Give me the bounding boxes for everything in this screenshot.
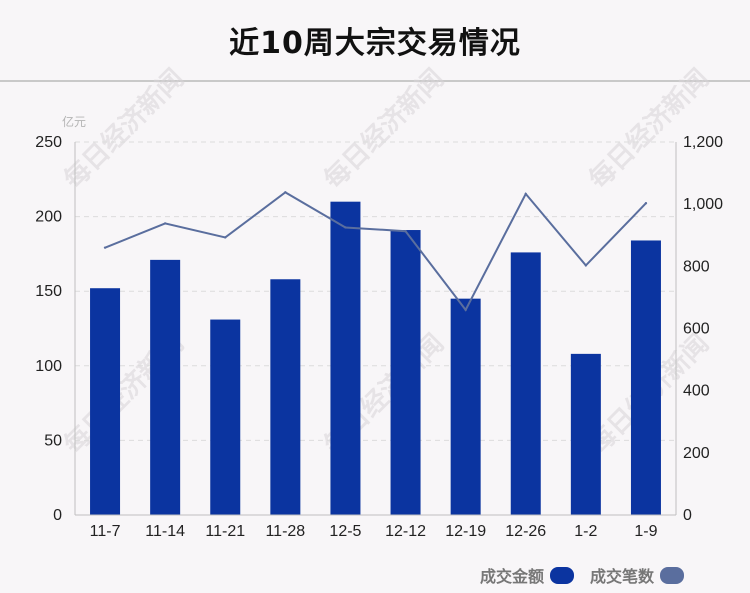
bar-12-26 (510, 252, 541, 515)
bar-11-14 (150, 259, 181, 515)
x-tick-label: 12-19 (445, 523, 486, 540)
count-point-12-5 (344, 226, 347, 229)
x-tick-label: 11-28 (265, 523, 305, 540)
y-left-tick-label: 0 (53, 507, 62, 524)
x-tick-label: 11-21 (205, 523, 245, 540)
bar-11-28 (270, 279, 301, 515)
x-tick-label: 1-9 (634, 523, 657, 540)
watermark-text: 每日经济新闻 (583, 63, 715, 195)
line-series (103, 191, 648, 312)
bar-12-12 (390, 230, 421, 515)
y-right-tick-label: 1,200 (683, 134, 723, 151)
count-line (104, 191, 647, 312)
y-right-tick-label: 0 (683, 507, 692, 524)
y-left-tick-label: 200 (35, 209, 62, 226)
bar-12-5 (330, 201, 361, 515)
count-point-11-7 (103, 246, 107, 249)
y-right-tick-label: 600 (683, 321, 710, 338)
count-point-1-2 (584, 264, 588, 267)
legend-swatch-amount (549, 566, 574, 584)
count-point-11-14 (163, 222, 167, 225)
x-tick-label: 11-7 (90, 523, 121, 540)
bar-1-2 (570, 353, 601, 515)
legend-label-amount: 成交金额 (479, 567, 544, 586)
bar-1-9 (630, 240, 661, 516)
bar-series (90, 201, 661, 516)
y-left-tick-label: 250 (35, 134, 62, 151)
y-left-unit-label: 亿元 (62, 114, 86, 129)
legend-label-count: 成交笔数 (589, 567, 654, 586)
y-right-tick-label: 400 (683, 383, 710, 400)
y-right-tick-label: 800 (683, 258, 710, 275)
count-point-11-28 (284, 191, 287, 194)
count-point-1-9 (644, 202, 648, 205)
page-title: 近10周大宗交易情况 (229, 26, 521, 61)
legend-swatch-count (660, 566, 684, 584)
axes-layer: 0 50 100 150 200 250 0 200 400 600 800 1,000 1,200 11… (35, 134, 723, 540)
y-left-tick-label: 100 (35, 358, 62, 375)
y-left-tick-label: 150 (35, 283, 62, 300)
count-point-12-19 (464, 308, 467, 312)
x-tick-label: 1-2 (574, 523, 597, 540)
count-point-11-21 (224, 236, 227, 239)
title-bar: 近10周大宗交易情况 (0, 0, 750, 80)
bar-12-19 (450, 298, 481, 515)
legend-item-amount: 成交金额 (480, 563, 574, 587)
y-right-tick-label: 200 (683, 445, 710, 462)
count-point-12-26 (524, 192, 527, 196)
x-tick-label: 11-14 (145, 523, 185, 540)
watermark-text: 每日经济新闻 (318, 63, 450, 195)
legend: 成交金额 成交笔数 (464, 563, 684, 587)
count-point-12-12 (404, 230, 407, 233)
legend-item-count: 成交笔数 (590, 563, 684, 587)
y-right-tick-label: 1,000 (683, 196, 723, 213)
y-left-tick-label: 50 (44, 432, 62, 449)
x-tick-label: 12-5 (329, 523, 361, 540)
title-divider (0, 80, 750, 82)
bar-11-21 (210, 319, 241, 515)
x-tick-label: 12-26 (505, 523, 546, 540)
x-tick-label: 12-12 (385, 523, 426, 540)
bar-11-7 (90, 288, 121, 515)
